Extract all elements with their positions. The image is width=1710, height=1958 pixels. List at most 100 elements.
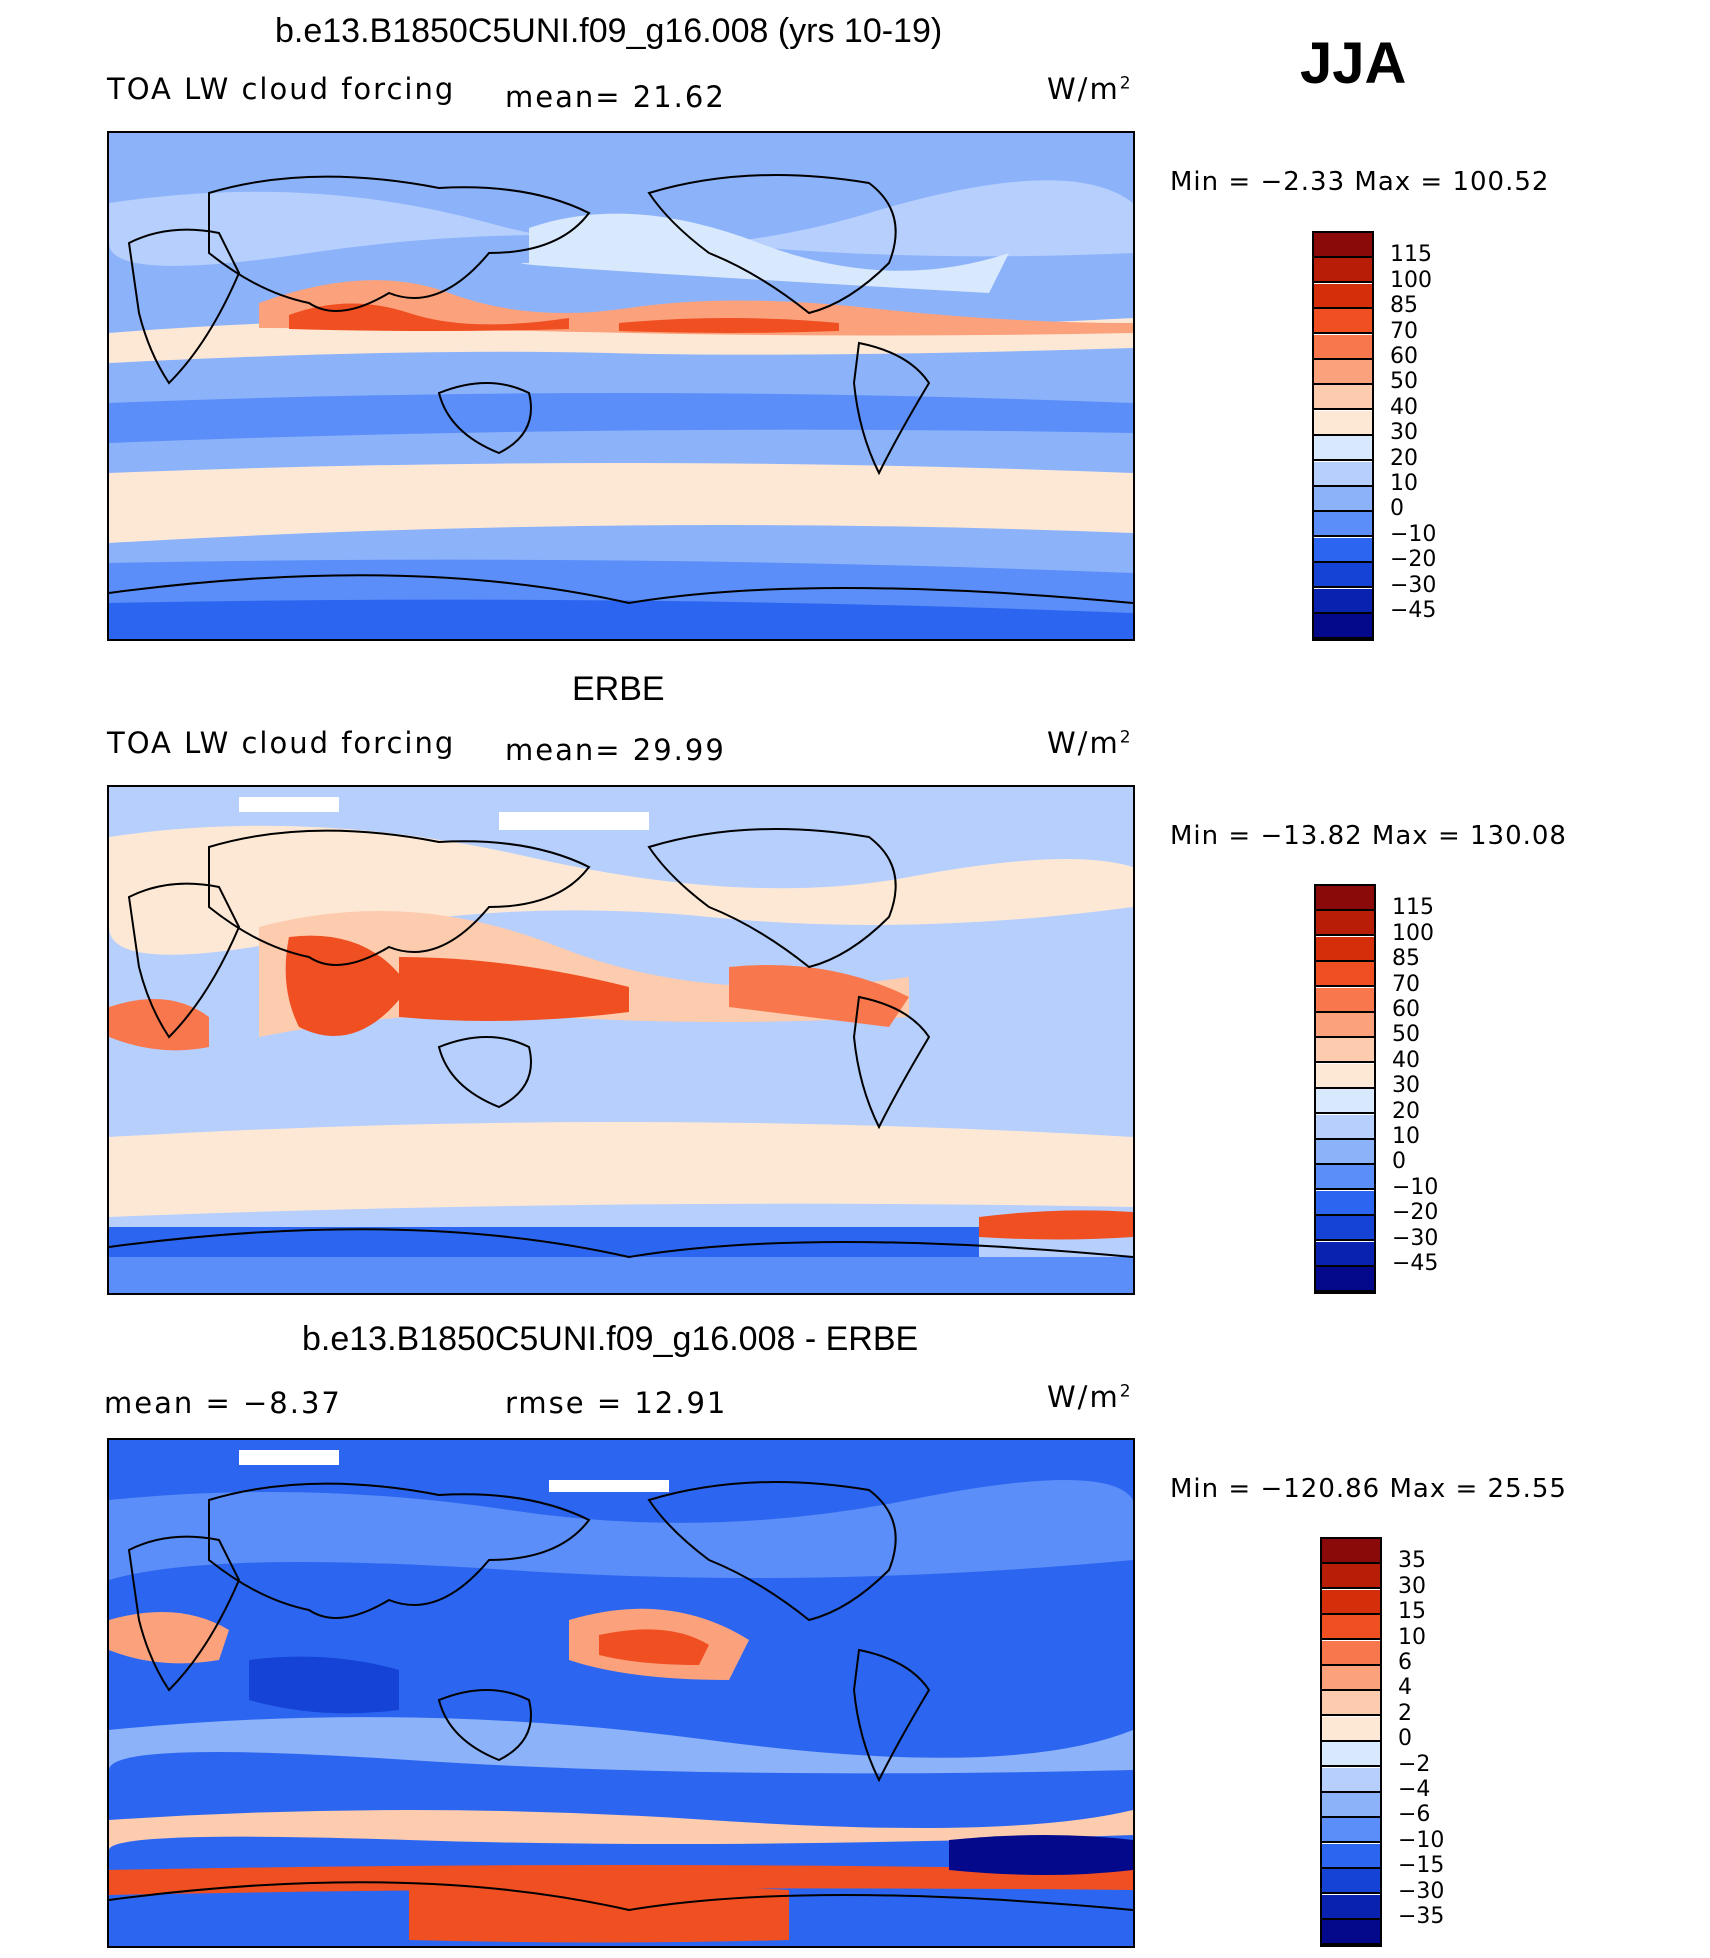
- colorbar-swatch: [1316, 1089, 1374, 1115]
- colorbar-frame: [1312, 231, 1374, 642]
- colorbar-tick-label: 0: [1392, 1149, 1406, 1175]
- colorbar-tick-label: −4: [1398, 1777, 1431, 1802]
- season-label: JJA: [1300, 31, 1407, 96]
- colorbar-swatch: [1322, 1767, 1380, 1793]
- panel2-title: ERBE: [572, 670, 665, 708]
- colorbar-swatch: [1314, 334, 1372, 360]
- colorbar-tick-label: 40: [1392, 1047, 1420, 1073]
- colorbar-tick-label: −10: [1390, 521, 1437, 547]
- colorbar-swatch: [1314, 233, 1372, 258]
- colorbar-tick-label: 20: [1390, 445, 1418, 471]
- colorbar-swatch: [1322, 1564, 1380, 1590]
- colorbar-tick-label: −30: [1398, 1878, 1445, 1904]
- panel3-units: W/m2: [1047, 1380, 1133, 1414]
- colorbar-swatch: [1314, 309, 1372, 335]
- colorbar-tick-label: 50: [1392, 1022, 1420, 1048]
- panel3-mean: mean = −8.37: [104, 1386, 342, 1420]
- colorbar-swatch: [1316, 962, 1374, 988]
- panel2-map: [107, 785, 1135, 1295]
- colorbar-tick-label: 40: [1390, 394, 1418, 420]
- colorbar-swatch: [1322, 1615, 1380, 1641]
- colorbar-tick-label: 60: [1392, 997, 1420, 1022]
- colorbar-swatch: [1322, 1894, 1380, 1920]
- colorbar-tick-label: −15: [1398, 1853, 1445, 1879]
- colorbar-tick-label: −45: [1390, 598, 1437, 623]
- colorbar-tick-label: 2: [1398, 1700, 1412, 1726]
- panel1-map: [107, 131, 1135, 641]
- colorbar-tick-label: 15: [1398, 1599, 1426, 1625]
- colorbar-swatch: [1316, 1114, 1374, 1140]
- colorbar-swatch: [1314, 410, 1372, 436]
- colorbar-swatch: [1314, 283, 1372, 309]
- colorbar-swatch: [1314, 461, 1372, 487]
- colorbar-tick-label: 30: [1390, 420, 1418, 446]
- colorbar-swatch: [1322, 1818, 1380, 1844]
- colorbar-tick-label: 50: [1390, 369, 1418, 395]
- colorbar-swatch: [1322, 1920, 1380, 1945]
- colorbar-swatch: [1316, 1190, 1374, 1216]
- colorbar-tick-label: −10: [1398, 1827, 1445, 1853]
- colorbar-tick-label: 20: [1392, 1098, 1420, 1124]
- colorbar-swatch: [1314, 258, 1372, 284]
- colorbar-frame: [1314, 884, 1376, 1295]
- colorbar-swatch: [1316, 1216, 1374, 1242]
- colorbar-tick-label: 35: [1398, 1548, 1426, 1574]
- colorbar-tick-label: −20: [1390, 547, 1437, 573]
- panel1-variable-label: TOA LW cloud forcing: [107, 72, 456, 106]
- colorbar-tick-label: −30: [1392, 1225, 1439, 1251]
- panel3-title: b.e13.B1850C5UNI.f09_g16.008 - ERBE: [302, 1320, 919, 1358]
- colorbar-tick-label: −35: [1398, 1904, 1445, 1929]
- colorbar-frame: [1320, 1537, 1382, 1948]
- colorbar-tick-label: −20: [1392, 1200, 1439, 1226]
- colorbar-tick-label: 85: [1390, 293, 1418, 319]
- colorbar-tick-label: −2: [1398, 1751, 1431, 1777]
- panel3-minmax: Min = −120.86 Max = 25.55: [1170, 1474, 1567, 1504]
- colorbar-swatch: [1316, 1241, 1374, 1267]
- colorbar-swatch: [1316, 1013, 1374, 1038]
- colorbar-swatch: [1314, 436, 1372, 462]
- panel1-minmax: Min = −2.33 Max = 100.52: [1170, 167, 1550, 197]
- colorbar-tick-label: 115: [1392, 895, 1434, 921]
- colorbar-swatch: [1322, 1589, 1380, 1615]
- colorbar-tick-label: −10: [1392, 1174, 1439, 1200]
- colorbar-swatch: [1322, 1691, 1380, 1717]
- colorbar-tick-label: 60: [1390, 344, 1418, 369]
- panel3-map: [107, 1438, 1135, 1948]
- colorbar-swatch: [1316, 1140, 1374, 1165]
- colorbar-swatch: [1322, 1793, 1380, 1818]
- panel1-field: [109, 133, 1133, 639]
- panel3-rmse: rmse = 12.91: [505, 1386, 728, 1420]
- panel3-field: [109, 1440, 1133, 1946]
- colorbar-tick-label: −6: [1398, 1802, 1431, 1828]
- colorbar-swatch: [1314, 487, 1372, 512]
- colorbar-swatch: [1316, 936, 1374, 962]
- colorbar-swatch: [1316, 1165, 1374, 1191]
- panel1-title: b.e13.B1850C5UNI.f09_g16.008 (yrs 10-19): [275, 12, 943, 50]
- colorbar-tick-label: 85: [1392, 946, 1420, 972]
- panel1-units: W/m2: [1047, 72, 1133, 106]
- panel2-mean: mean= 29.99: [505, 733, 726, 767]
- colorbar-swatch: [1316, 1267, 1374, 1292]
- colorbar-swatch: [1322, 1640, 1380, 1666]
- panel2-minmax: Min = −13.82 Max = 130.08: [1170, 821, 1567, 851]
- colorbar-tick-label: 10: [1398, 1624, 1426, 1650]
- panel2-field: [109, 787, 1133, 1293]
- colorbar-tick-label: 10: [1390, 471, 1418, 496]
- colorbar-swatch: [1314, 563, 1372, 589]
- colorbar-swatch: [1314, 512, 1372, 538]
- colorbar-swatch: [1316, 886, 1374, 911]
- colorbar-tick-label: 100: [1392, 920, 1434, 946]
- colorbar-swatch: [1316, 1038, 1374, 1064]
- colorbar-tick-label: 100: [1390, 267, 1432, 293]
- colorbar-tick-label: 30: [1398, 1573, 1426, 1599]
- colorbar-swatch: [1314, 614, 1372, 639]
- colorbar-tick-label: 115: [1390, 242, 1432, 268]
- colorbar-tick-label: 10: [1392, 1124, 1420, 1149]
- colorbar-swatch: [1322, 1869, 1380, 1895]
- colorbar-tick-label: 70: [1392, 971, 1420, 997]
- colorbar-tick-label: 30: [1392, 1073, 1420, 1099]
- colorbar-swatch: [1314, 588, 1372, 614]
- panel2-variable-label: TOA LW cloud forcing: [107, 726, 456, 760]
- colorbar-tick-label: −30: [1390, 572, 1437, 598]
- colorbar-tick-label: 6: [1398, 1650, 1412, 1675]
